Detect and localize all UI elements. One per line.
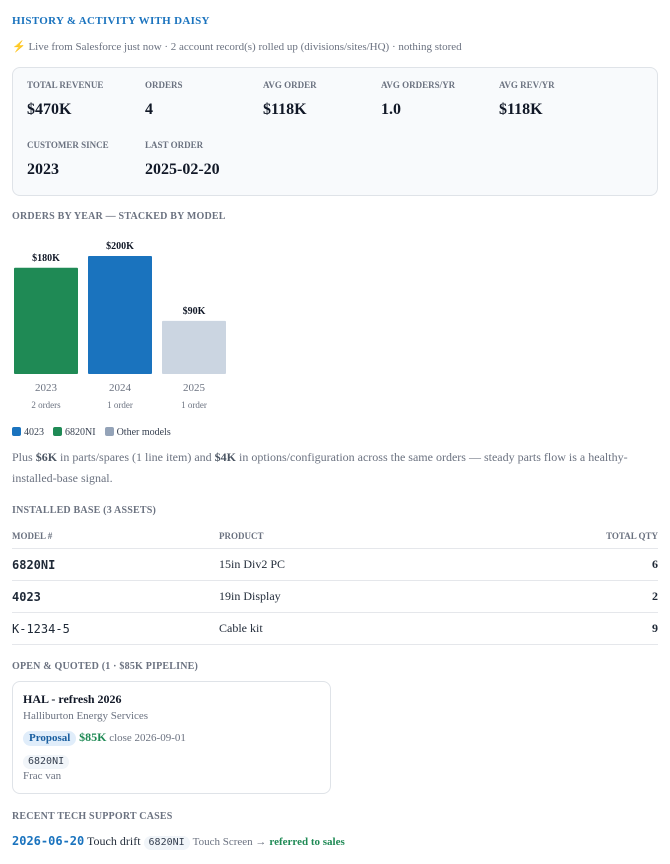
close-date: close 2026-09-01 — [109, 732, 186, 744]
model: 6820NI — [12, 548, 219, 581]
value-label: $180K — [32, 253, 60, 264]
model-pill: 6820NI — [23, 755, 70, 769]
x-tick-label: 2023 — [35, 382, 58, 394]
component: Touch Screen → — [192, 836, 267, 848]
bar-sublabel: 2 orders — [31, 400, 61, 410]
model: K-1234-5 — [12, 612, 219, 645]
note-amount: $4K — [214, 450, 236, 464]
legend-swatch — [53, 427, 62, 436]
qty: 6 — [464, 548, 658, 581]
stat: AVG REV/YR $118K — [499, 80, 617, 119]
header-row: MODEL # PRODUCT TOTAL QTY — [12, 524, 658, 549]
column-header: MODEL # — [12, 524, 219, 549]
stat-value: $118K — [499, 101, 543, 118]
value-label: $90K — [183, 306, 206, 317]
stat-label: AVG ORDER — [263, 80, 317, 90]
case-date: 2026-06-20 — [12, 834, 85, 848]
stat-label: LAST ORDER — [145, 140, 204, 150]
row: K-1234-5 Cable kit 9 — [12, 612, 658, 645]
legend-swatch — [104, 427, 114, 436]
model-pill: 6820NI — [143, 836, 190, 850]
stat-label: AVG ORDERS/YR — [381, 80, 456, 90]
stat: CUSTOMER SINCE 2023 — [27, 140, 145, 179]
case-subject: Touch drift — [87, 834, 141, 848]
stat-value: 2023 — [27, 161, 59, 178]
product: Cable kit — [219, 612, 465, 645]
stat-label: ORDERS — [145, 80, 183, 90]
legend-item: Other models — [104, 427, 171, 438]
note-amount: $6K — [35, 450, 58, 464]
note-text: in parts/spares (1 line item) and — [57, 450, 215, 464]
value-label: $200K — [106, 241, 134, 252]
card-title: HAL - refresh 2026 — [23, 692, 122, 706]
note: Plus $6K in parts/spares (1 line item) a… — [12, 447, 658, 489]
section-title: RECENT TECH SUPPORT CASES — [12, 811, 173, 822]
title: HISTORY & ACTIVITY WITH DAISY — [12, 15, 210, 27]
stat-value: $470K — [27, 101, 72, 118]
outcome: referred to sales — [269, 836, 345, 848]
column-header: TOTAL QTY — [464, 524, 658, 549]
note-text: Plus — [12, 450, 36, 464]
deal-row: Proposal $85K close 2026-09-01 — [23, 730, 186, 746]
support-case: 2026-06-20 Touch drift 6820NI Touch Scre… — [12, 834, 345, 850]
stat-label: CUSTOMER SINCE — [27, 140, 109, 150]
product: 15in Div2 PC — [219, 548, 465, 581]
x-tick-label: 2025 — [183, 382, 206, 394]
stat-value: 1.0 — [381, 101, 401, 118]
stat: ORDERS 4 — [145, 80, 263, 119]
column-header: PRODUCT — [219, 524, 465, 549]
installed-base-table: MODEL # PRODUCT TOTAL QTY 6820NI 15in Div… — [12, 524, 658, 645]
x-tick-label: 2024 — [109, 382, 132, 394]
section-title: INSTALLED BASE (3 ASSETS) — [12, 505, 157, 516]
legend: 4023 6820NI Other models — [12, 427, 180, 438]
bar-sublabel: 1 order — [181, 400, 207, 410]
bar-sublabel: 1 order — [107, 400, 133, 410]
stat: AVG ORDER $118K — [263, 80, 381, 119]
stage-badge: Proposal — [23, 731, 77, 746]
amount: $85K — [79, 730, 107, 744]
card-note: Frac van — [23, 770, 62, 782]
stat-label: AVG REV/YR — [499, 80, 555, 90]
legend-label: Other models — [116, 427, 171, 438]
stats-box: TOTAL REVENUE $470K ORDERS 4 AVG ORDER $118… — [12, 67, 658, 196]
row: 4023 19in Display 2 — [12, 580, 658, 613]
stat-value: $118K — [263, 101, 307, 118]
model-row: 6820NI — [23, 751, 70, 769]
model: 4023 — [12, 580, 219, 613]
account: Halliburton Energy Services — [23, 710, 149, 722]
bar — [88, 256, 152, 374]
legend-label: 4023 — [24, 427, 44, 438]
chart: $180K 2023 2 orders $200K 2024 1 order $90K 202… — [14, 241, 226, 410]
row: 6820NI 15in Div2 PC 6 — [12, 548, 658, 581]
stat-value: 2025-02-20 — [145, 161, 220, 178]
stat: AVG ORDERS/YR 1.0 — [381, 80, 499, 119]
stat-value: 4 — [145, 101, 153, 118]
bar — [14, 267, 78, 374]
stat-label: TOTAL REVENUE — [27, 80, 104, 90]
product: 19in Display — [219, 580, 465, 613]
section-title: OPEN & QUOTED (1 · $85K PIPELINE) — [12, 661, 199, 672]
bar — [162, 320, 226, 374]
qty: 2 — [464, 580, 658, 613]
note-text: in options/configuration across the same… — [12, 450, 628, 485]
section-title: ORDERS BY YEAR — STACKED BY MODEL — [12, 211, 226, 222]
qty: 9 — [464, 612, 658, 645]
opportunity-card[interactable]: HAL - refresh 2026 Halliburton Energy Se… — [12, 681, 331, 794]
subtitle: ⚡ Live from Salesforce just now · 2 acco… — [12, 41, 462, 53]
legend-label: 6820NI — [65, 427, 96, 438]
stat: LAST ORDER 2025-02-20 — [145, 140, 263, 179]
legend-item: 4023 — [12, 427, 44, 438]
legend-swatch — [12, 427, 21, 436]
legend-item: 6820NI — [53, 427, 96, 438]
stat: TOTAL REVENUE $470K — [27, 80, 145, 119]
